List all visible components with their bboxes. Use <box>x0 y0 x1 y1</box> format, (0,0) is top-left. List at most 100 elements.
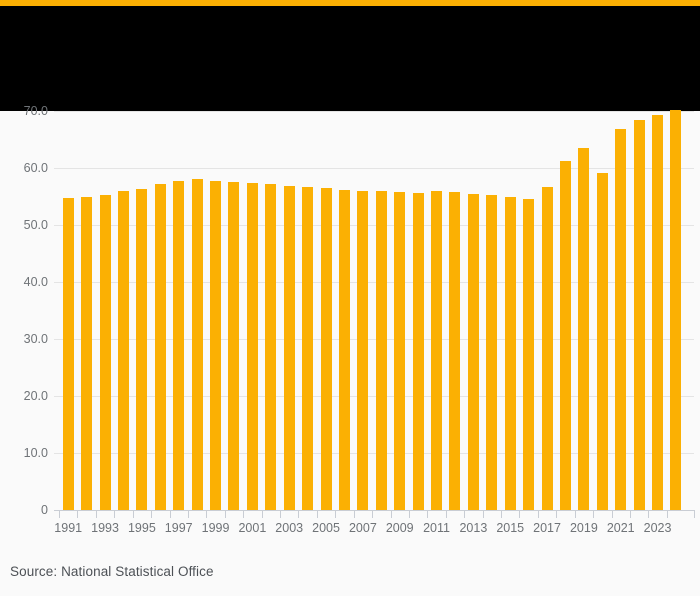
x-tick <box>372 510 373 518</box>
source-note: Source: National Statistical Office <box>10 564 214 579</box>
bar[interactable] <box>136 189 148 510</box>
x-tick <box>593 510 594 518</box>
x-tick <box>317 510 318 518</box>
bar[interactable] <box>283 185 295 510</box>
x-tick <box>446 510 447 518</box>
bar[interactable] <box>210 180 222 510</box>
x-tick-label: 2017 <box>533 521 561 535</box>
bar[interactable] <box>633 119 645 510</box>
x-tick-label: 2001 <box>238 521 267 535</box>
plot-area <box>54 109 694 511</box>
bar[interactable] <box>81 197 93 510</box>
x-tick <box>630 510 631 518</box>
x-tick <box>391 510 392 518</box>
x-tick <box>519 510 520 518</box>
x-tick-label: 2005 <box>312 521 340 535</box>
bar[interactable] <box>320 187 332 510</box>
bar[interactable] <box>541 186 553 510</box>
x-axis-baseline <box>54 510 694 511</box>
gridline <box>54 110 694 112</box>
x-tick <box>188 510 189 518</box>
x-tick <box>151 510 152 518</box>
x-tick-label: 1991 <box>54 521 83 535</box>
x-tick <box>96 510 97 518</box>
bar[interactable] <box>375 191 387 510</box>
bar[interactable] <box>246 182 258 510</box>
bar[interactable] <box>412 193 424 510</box>
y-tick-label: 50.0 <box>23 218 48 232</box>
bar[interactable] <box>486 194 498 510</box>
x-tick <box>298 510 299 518</box>
x-tick-label: 2007 <box>348 521 377 535</box>
bar[interactable] <box>191 178 203 510</box>
x-tick <box>409 510 410 518</box>
bar[interactable] <box>449 191 461 510</box>
x-tick <box>483 510 484 518</box>
bar[interactable] <box>467 194 479 510</box>
y-tick-label: 30.0 <box>23 332 48 346</box>
x-tick <box>225 510 226 518</box>
x-tick <box>556 510 557 518</box>
x-tick <box>114 510 115 518</box>
x-axis: 1991 1993 1995 1997 1999 2001 2003 2005 2007 2009… <box>54 510 695 550</box>
bar[interactable] <box>338 189 350 510</box>
x-tick-label: 1995 <box>127 521 156 535</box>
bar[interactable] <box>559 161 571 510</box>
bar[interactable] <box>431 191 443 510</box>
x-tick-label: 2021 <box>606 521 635 535</box>
bar[interactable] <box>578 148 590 510</box>
y-tick-label: 20.0 <box>23 389 48 403</box>
y-axis: 0 10.0 20.0 30.0 40.0 50.0 60.0 70.0 <box>0 105 48 517</box>
bar[interactable] <box>265 183 277 510</box>
x-tick <box>59 510 60 518</box>
x-tick <box>280 510 281 518</box>
x-tick-label: 2009 <box>385 521 414 535</box>
x-tick <box>262 510 263 518</box>
bar[interactable] <box>652 115 664 510</box>
gridline <box>54 224 694 226</box>
x-tick-label: 2023 <box>643 521 672 535</box>
x-tick <box>133 510 134 518</box>
bar[interactable] <box>302 187 314 510</box>
x-tick-label: 1993 <box>91 521 119 535</box>
x-tick <box>170 510 171 518</box>
x-tick-label: 1999 <box>201 521 230 535</box>
bar[interactable] <box>154 183 166 510</box>
bar[interactable] <box>228 181 240 510</box>
x-tick-label: 2013 <box>459 521 488 535</box>
top-accent-strip <box>0 0 700 6</box>
bar-chart: 0 10.0 20.0 30.0 40.0 50.0 60.0 70.0 1991 1993 19… <box>0 105 700 541</box>
x-tick <box>538 510 539 518</box>
bar[interactable] <box>62 197 74 510</box>
x-tick <box>667 510 668 518</box>
gridline <box>54 281 694 283</box>
bar[interactable] <box>523 198 535 510</box>
bar[interactable] <box>615 129 627 510</box>
bar[interactable] <box>357 190 369 510</box>
y-tick-label: 0 <box>41 503 48 517</box>
x-tick-label: 2003 <box>275 521 304 535</box>
bar[interactable] <box>670 109 682 510</box>
bar[interactable] <box>394 191 406 510</box>
bar[interactable] <box>596 173 608 510</box>
x-tick <box>575 510 576 518</box>
gridline <box>54 167 694 169</box>
y-tick-label: 40.0 <box>23 275 48 289</box>
bar[interactable] <box>99 195 111 510</box>
x-tick <box>648 510 649 518</box>
x-tick <box>335 510 336 518</box>
y-tick-label: 70.0 <box>23 104 48 118</box>
bar[interactable] <box>504 196 516 510</box>
x-tick <box>694 510 695 518</box>
gridline <box>54 452 694 454</box>
x-tick <box>427 510 428 518</box>
gridline <box>54 338 694 340</box>
y-tick-label: 10.0 <box>23 446 48 460</box>
bar[interactable] <box>117 190 129 510</box>
x-tick <box>77 510 78 518</box>
x-tick <box>612 510 613 518</box>
x-tick <box>243 510 244 518</box>
bar[interactable] <box>173 180 185 510</box>
x-tick <box>206 510 207 518</box>
y-tick-label: 60.0 <box>23 161 48 175</box>
